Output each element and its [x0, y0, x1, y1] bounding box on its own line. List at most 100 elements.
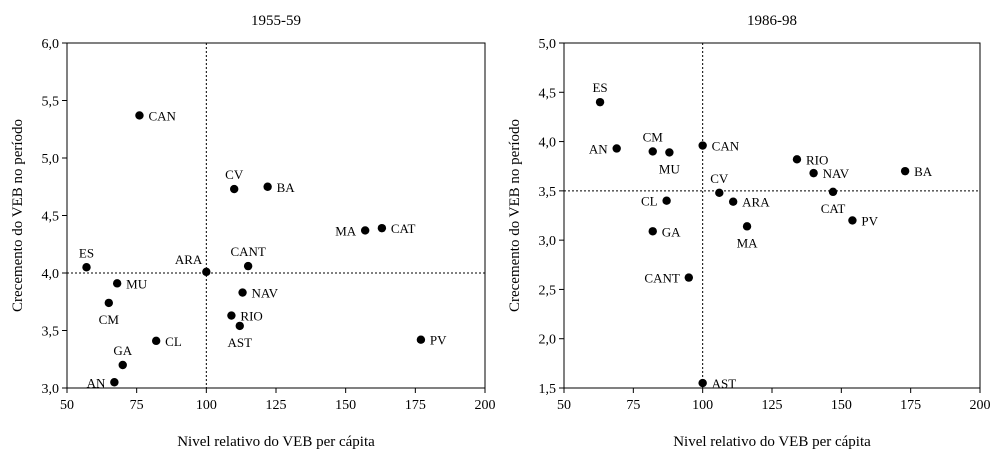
point-label-ast: AST — [712, 376, 737, 391]
point-label-cv: CV — [225, 167, 244, 182]
data-point-pv — [416, 335, 426, 344]
x-tick-label: 100 — [196, 398, 217, 413]
x-tick-label: 175 — [900, 398, 921, 413]
y-tick-label: 4,0 — [42, 267, 60, 282]
point-label-an: AN — [87, 375, 106, 390]
point-label-mu: MU — [126, 276, 148, 291]
data-point-ga — [118, 360, 127, 370]
x-tick-label: 75 — [626, 398, 640, 413]
data-point-cat — [377, 223, 387, 233]
data-point-rio — [227, 311, 236, 320]
point-label-ba: BA — [277, 180, 296, 195]
data-point-can — [698, 141, 707, 150]
point-label-rio: RIO — [806, 152, 828, 167]
y-tick-label: 6,0 — [42, 37, 60, 52]
data-point-ma — [742, 222, 752, 231]
point-label-ast: AST — [227, 335, 252, 350]
point-label-cm: CM — [643, 129, 664, 144]
data-point-pv — [848, 216, 857, 225]
data-point-ga — [648, 227, 657, 236]
chart-panel-1: 1955-59 50 75 100 125 150 175 200 3,0 3,5 4,0 4,5 5,… — [10, 13, 496, 450]
data-point-ara — [202, 267, 211, 277]
data-point-cat — [828, 187, 838, 197]
data-point-rio — [792, 155, 802, 164]
data-point-nav — [809, 168, 818, 178]
data-point-es — [82, 263, 91, 272]
chart-title: 1986-98 — [747, 13, 797, 29]
data-point-ba — [263, 182, 272, 191]
y-tick-label: 5,0 — [42, 152, 60, 167]
x-tick-label: 125 — [266, 398, 287, 413]
data-point-an — [110, 378, 119, 387]
point-label-es: ES — [592, 80, 607, 95]
x-axis-title: Nivel relativo do VEB per cápita — [177, 434, 375, 450]
chart-panel-2: 1986-98 50 75 100 125 150 175 200 1,5 2,0 2,5 3,0 3,… — [507, 13, 991, 450]
point-label-mu: MU — [659, 161, 681, 176]
x-tick-label: 50 — [60, 398, 74, 413]
x-axis-title: Nivel relativo do VEB per cápita — [673, 434, 871, 450]
data-point-mu — [665, 148, 674, 157]
point-label-ma: MA — [335, 223, 357, 238]
chart-title: 1955-59 — [251, 13, 301, 29]
point-label-ma: MA — [737, 235, 759, 250]
data-point-nav — [238, 288, 247, 297]
data-point-can — [135, 111, 144, 120]
point-label-cv: CV — [710, 171, 729, 186]
data-point-es — [595, 97, 605, 107]
point-label-pv: PV — [430, 333, 447, 348]
point-label-ara: ARA — [175, 252, 203, 267]
data-point-ara — [728, 197, 738, 206]
data-point-cl — [662, 196, 671, 205]
data-point-mu — [112, 279, 122, 288]
y-tick-label: 5,5 — [42, 95, 60, 110]
point-label-ba: BA — [914, 164, 933, 179]
y-tick-label: 2,0 — [539, 333, 557, 348]
data-point-cant — [243, 261, 253, 271]
point-label-cl: CL — [165, 334, 182, 349]
data-point-cm — [648, 147, 657, 156]
y-axis-title: Crecemento do VEB no período — [10, 119, 26, 312]
y-tick-label: 2,5 — [539, 283, 557, 298]
point-label-es: ES — [79, 245, 94, 260]
x-tick-label: 75 — [130, 398, 144, 413]
x-tick-label: 150 — [831, 398, 852, 413]
point-label-cant: CANT — [230, 244, 265, 259]
data-point-ma — [360, 226, 370, 235]
data-point-cm — [104, 298, 114, 308]
point-label-ga: GA — [662, 224, 681, 239]
point-label-cat: CAT — [391, 221, 416, 236]
x-tick-label: 200 — [475, 398, 496, 413]
y-tick-label: 1,5 — [539, 382, 557, 397]
y-tick-label: 4,5 — [539, 86, 557, 101]
y-tick-label: 4,5 — [42, 210, 60, 225]
point-label-rio: RIO — [240, 309, 262, 324]
y-tick-label: 3,5 — [42, 325, 60, 340]
data-point-ba — [900, 166, 910, 176]
y-axis-title: Crecemento do VEB no período — [507, 119, 523, 312]
x-tick-label: 100 — [692, 398, 713, 413]
y-tick-label: 5,0 — [539, 37, 557, 52]
point-label-an: AN — [589, 141, 608, 156]
point-label-can: CAN — [148, 108, 176, 123]
data-point-ast — [698, 378, 707, 388]
data-point-ast — [235, 321, 244, 331]
point-label-nav: NAV — [823, 166, 850, 181]
point-label-cl: CL — [641, 194, 658, 209]
y-tick-label: 3,5 — [539, 185, 557, 200]
point-label-ga: GA — [113, 343, 132, 358]
y-tick-label: 3,0 — [42, 382, 60, 397]
data-point-cv — [715, 188, 724, 198]
data-point-cant — [684, 273, 693, 282]
data-point-an — [612, 144, 621, 153]
x-tick-label: 175 — [405, 398, 426, 413]
plot-frame — [563, 42, 981, 389]
point-label-cant: CANT — [644, 271, 679, 286]
x-tick-label: 125 — [762, 398, 783, 413]
x-tick-label: 50 — [557, 398, 571, 413]
point-label-cm: CM — [99, 312, 120, 327]
x-tick-label: 150 — [335, 398, 356, 413]
point-label-pv: PV — [861, 213, 878, 228]
point-label-can: CAN — [712, 139, 740, 154]
